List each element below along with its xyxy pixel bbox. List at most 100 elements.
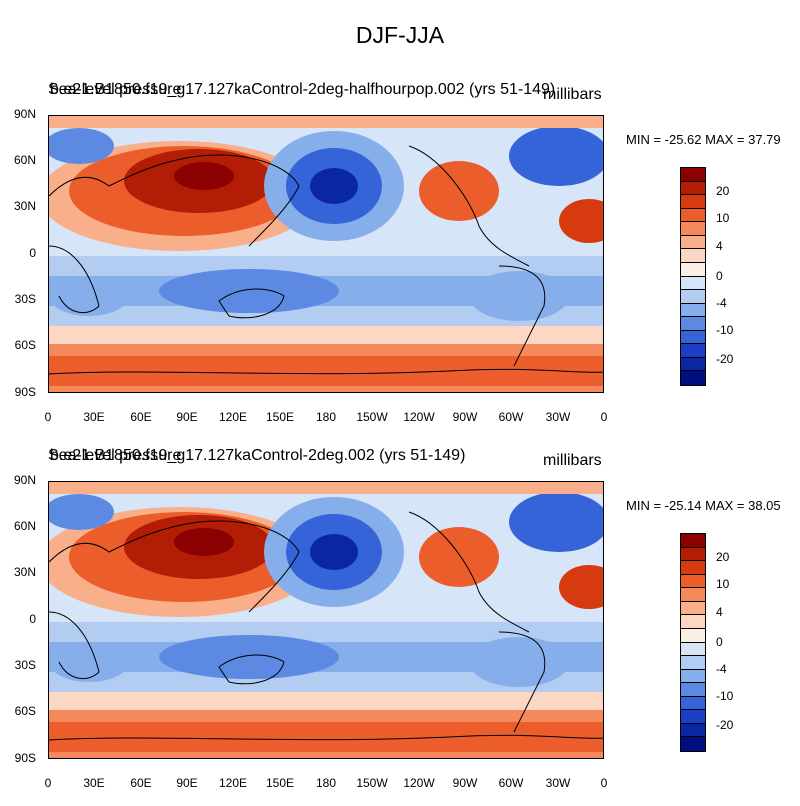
field-samerica-low bbox=[469, 271, 569, 321]
colorbar-label: -10 bbox=[716, 689, 734, 703]
lon-label: 90E bbox=[176, 776, 198, 790]
field-arctic bbox=[49, 116, 603, 128]
lat-label: 60N bbox=[13, 519, 36, 533]
colorbar-swatch bbox=[681, 534, 705, 548]
colorbar-swatch bbox=[681, 656, 705, 670]
lat-label: 90S bbox=[14, 385, 36, 399]
colorbar-swatch bbox=[681, 615, 705, 629]
coast-samerica bbox=[498, 631, 546, 733]
panel-bottom: Sea-level pressure b.e21.B1850.f19_g17.1… bbox=[0, 446, 800, 806]
lat-label: 30N bbox=[13, 199, 36, 213]
field-icelandic-low bbox=[509, 492, 603, 552]
lon-label: 60W bbox=[498, 410, 524, 424]
colorbar-swatch bbox=[681, 222, 705, 236]
colorbar-swatch bbox=[681, 344, 705, 358]
colorbar-swatch bbox=[681, 696, 705, 711]
colorbar-swatch bbox=[681, 330, 705, 345]
lon-label: 0 bbox=[44, 776, 52, 790]
lon-label: 30W bbox=[545, 776, 571, 790]
units-label: millibars bbox=[543, 86, 602, 103]
colorbar-swatch bbox=[681, 561, 705, 575]
lon-label: 180 bbox=[315, 776, 337, 790]
slp-map bbox=[48, 481, 604, 759]
lon-label: 0 bbox=[600, 410, 608, 424]
lon-label: 60E bbox=[130, 410, 152, 424]
coast-samerica bbox=[498, 265, 546, 367]
lon-label: 90W bbox=[452, 776, 478, 790]
field-asia-peak bbox=[174, 162, 234, 190]
colorbar-label: 10 bbox=[716, 577, 730, 591]
panel-top: Sea-level pressure b.e21.B1850.f19_g17.1… bbox=[0, 80, 800, 440]
coast-antarctica bbox=[49, 368, 603, 375]
colorbar bbox=[680, 533, 706, 752]
colorbar-swatch bbox=[681, 276, 705, 291]
colorbar-label: 0 bbox=[716, 269, 723, 283]
lon-label: 60E bbox=[130, 776, 152, 790]
slp-map-svg bbox=[49, 482, 603, 758]
colorbar-swatch bbox=[681, 723, 705, 738]
colorbar-label: -10 bbox=[716, 323, 734, 337]
lon-label: 120E bbox=[218, 776, 248, 790]
panel-left-title: Sea-level pressure bbox=[48, 447, 182, 464]
colorbar-label: 20 bbox=[716, 184, 730, 198]
coast-eurasia bbox=[49, 154, 300, 247]
colorbar-label: 0 bbox=[716, 635, 723, 649]
colorbar bbox=[680, 167, 706, 386]
colorbar-swatch bbox=[681, 371, 705, 385]
lat-label: 30S bbox=[14, 658, 36, 672]
coast-africa bbox=[49, 611, 100, 680]
panel-case-title: b.e21.B1850.f19_g17.127kaControl-2deg.00… bbox=[50, 447, 466, 464]
colorbar-swatch bbox=[681, 195, 705, 209]
colorbar-label: 4 bbox=[716, 239, 723, 253]
field-antarctic-core bbox=[49, 722, 603, 752]
field-sahara-high bbox=[559, 565, 603, 609]
lon-label: 120W bbox=[403, 776, 435, 790]
lat-label: 60N bbox=[13, 153, 36, 167]
colorbar-swatch bbox=[681, 235, 705, 250]
colorbar-swatch bbox=[681, 588, 705, 602]
lat-label: 90N bbox=[13, 107, 36, 121]
field-sahara-high bbox=[559, 199, 603, 243]
colorbar-swatch bbox=[681, 303, 705, 318]
lon-label: 180 bbox=[315, 410, 337, 424]
lon-label: 150E bbox=[265, 776, 295, 790]
field-safrica-low bbox=[49, 276, 129, 316]
lat-label: 90N bbox=[13, 473, 36, 487]
lat-label: 30S bbox=[14, 292, 36, 306]
lon-label: 60W bbox=[498, 776, 524, 790]
field-antarctic-core bbox=[49, 356, 603, 386]
lat-label: 30N bbox=[13, 565, 36, 579]
colorbar-swatch bbox=[681, 168, 705, 182]
panel-left-title: Sea-level pressure bbox=[48, 81, 182, 98]
lon-label: 30W bbox=[545, 410, 571, 424]
field-samerica-low bbox=[469, 637, 569, 687]
colorbar-swatch bbox=[681, 290, 705, 304]
field-namerica-high bbox=[419, 161, 499, 221]
lon-label: 0 bbox=[600, 776, 608, 790]
colorbar-swatch bbox=[681, 262, 705, 277]
field-australia-low bbox=[159, 269, 339, 313]
colorbar-swatch bbox=[681, 642, 705, 657]
lon-label: 120E bbox=[218, 410, 248, 424]
coast-eurasia bbox=[49, 520, 300, 613]
coastlines bbox=[49, 145, 603, 375]
lat-label: 60S bbox=[14, 704, 36, 718]
colorbar-label: -4 bbox=[716, 662, 727, 676]
slp-map bbox=[48, 115, 604, 393]
field-arctic-low bbox=[49, 494, 114, 530]
field-arctic-low bbox=[49, 128, 114, 164]
field-aleutian-core bbox=[310, 168, 358, 204]
colorbar-label: -20 bbox=[716, 352, 734, 366]
colorbar-swatch bbox=[681, 208, 705, 223]
coast-africa bbox=[49, 245, 100, 314]
lat-label: 90S bbox=[14, 751, 36, 765]
colorbar-swatch bbox=[681, 683, 705, 697]
colorbar-swatch bbox=[681, 317, 705, 331]
colorbar-label: 10 bbox=[716, 211, 730, 225]
slp-map-svg bbox=[49, 116, 603, 392]
lon-label: 90E bbox=[176, 410, 198, 424]
field-namerica-high bbox=[419, 527, 499, 587]
colorbar-swatch bbox=[681, 574, 705, 589]
lat-label: 0 bbox=[29, 612, 36, 626]
colorbar-swatch bbox=[681, 669, 705, 684]
